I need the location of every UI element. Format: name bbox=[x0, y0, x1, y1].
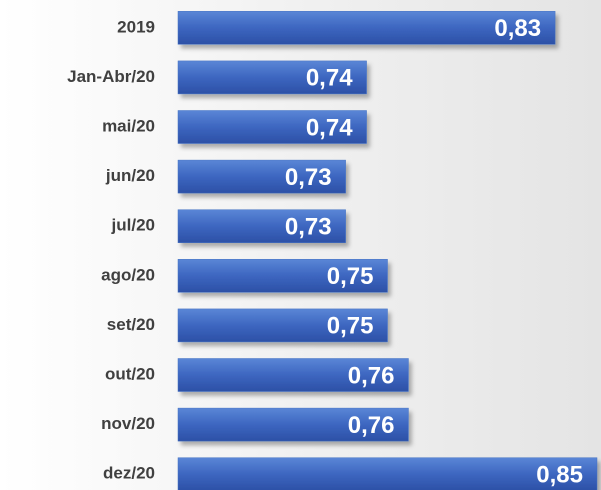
bar bbox=[177, 209, 346, 243]
category-label: ago/20 bbox=[101, 265, 155, 284]
category-label: jul/20 bbox=[111, 216, 155, 235]
value-label: 0,73 bbox=[285, 164, 332, 191]
bar bbox=[177, 11, 556, 45]
category-label: 2019 bbox=[117, 17, 155, 36]
category-label: out/20 bbox=[105, 364, 155, 383]
value-label: 0,74 bbox=[306, 114, 353, 141]
value-label: 0,75 bbox=[327, 263, 374, 290]
value-label: 0,75 bbox=[327, 313, 374, 340]
bar bbox=[177, 110, 367, 144]
value-label: 0,83 bbox=[494, 15, 541, 42]
category-label: nov/20 bbox=[101, 414, 155, 433]
bar bbox=[177, 407, 409, 442]
category-label: dez/20 bbox=[103, 464, 155, 483]
bar bbox=[177, 457, 598, 490]
value-label: 0,73 bbox=[285, 214, 332, 241]
bar bbox=[177, 259, 388, 293]
category-label: Jan-Abr/20 bbox=[67, 67, 155, 86]
value-label: 0,74 bbox=[306, 65, 353, 92]
category-label: jun/20 bbox=[105, 166, 155, 185]
category-label: set/20 bbox=[107, 315, 155, 334]
value-label: 0,76 bbox=[348, 412, 395, 439]
bar bbox=[177, 159, 346, 194]
bar bbox=[177, 60, 367, 95]
value-label: 0,76 bbox=[348, 362, 395, 389]
category-label: mai/20 bbox=[102, 116, 155, 135]
bar bbox=[177, 308, 388, 343]
bar bbox=[177, 358, 409, 392]
value-label: 0,85 bbox=[536, 462, 583, 489]
